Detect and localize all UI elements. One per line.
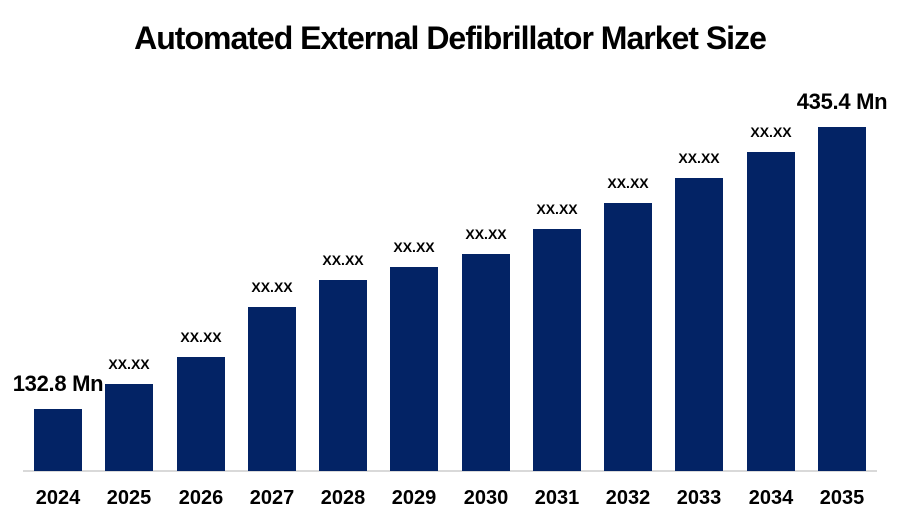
bar-value-label-2026: XX.XX xyxy=(180,329,222,345)
x-axis-tick-label-2027: 2027 xyxy=(249,487,295,509)
bar-value-label-2025: XX.XX xyxy=(108,356,150,372)
x-axis-line xyxy=(23,470,877,472)
x-axis-tick-label-2025: 2025 xyxy=(106,487,152,509)
bar-2026 xyxy=(177,357,225,471)
x-axis-tick-label-2024: 2024 xyxy=(35,487,81,509)
bar-2024 xyxy=(34,409,82,471)
bar-value-label-2033: XX.XX xyxy=(678,150,720,166)
x-axis-tick-label-2035: 2035 xyxy=(819,487,865,509)
x-axis-tick-label-2030: 2030 xyxy=(463,487,509,509)
x-axis-tick-label-2031: 2031 xyxy=(534,487,580,509)
x-axis-tick-label-2032: 2032 xyxy=(605,487,651,509)
bar-value-label-2030: XX.XX xyxy=(465,226,507,242)
bar-2031 xyxy=(533,229,581,471)
bar-value-label-2024: 132.8 Mn xyxy=(12,371,104,396)
bar-value-label-2035: 435.4 Mn xyxy=(796,89,888,114)
chart-title: Automated External Defibrillator Market … xyxy=(134,20,767,56)
bar-2025 xyxy=(105,384,153,471)
bar-value-label-2028: XX.XX xyxy=(322,252,364,268)
bar-2030 xyxy=(462,254,510,471)
bar-value-label-2031: XX.XX xyxy=(536,201,578,217)
bar-2032 xyxy=(604,203,652,471)
bar-value-label-2032: XX.XX xyxy=(607,175,649,191)
bar-2035 xyxy=(818,127,866,471)
bar-value-label-2034: XX.XX xyxy=(750,124,792,140)
bar-2027 xyxy=(248,307,296,471)
bar-2033 xyxy=(675,178,723,471)
bar-2028 xyxy=(319,280,367,471)
bar-value-label-2027: XX.XX xyxy=(251,279,293,295)
x-axis-tick-label-2026: 2026 xyxy=(178,487,224,509)
bar-value-label-2029: XX.XX xyxy=(393,239,435,255)
x-axis-tick-label-2028: 2028 xyxy=(320,487,366,509)
x-axis-tick-label-2033: 2033 xyxy=(676,487,722,509)
x-axis-tick-label-2034: 2034 xyxy=(748,487,794,509)
bar-2034 xyxy=(747,152,795,471)
x-axis-tick-label-2029: 2029 xyxy=(391,487,437,509)
bar-2029 xyxy=(390,267,438,471)
